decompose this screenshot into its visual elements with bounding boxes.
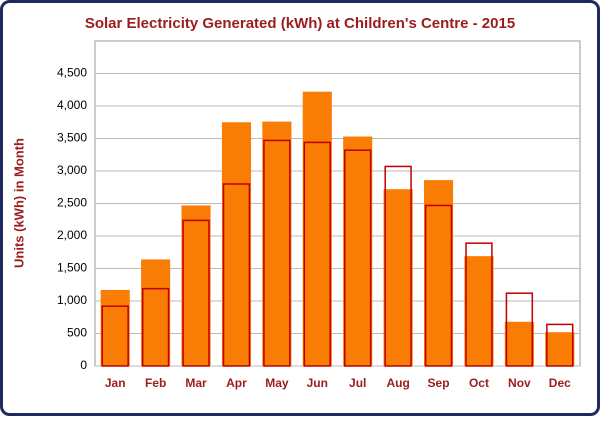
y-tick-label: 3,000 <box>57 163 87 177</box>
x-tick-label: Mar <box>185 376 207 390</box>
y-tick-label: 1,000 <box>57 293 87 307</box>
bar-outline <box>546 323 574 367</box>
y-tick-label: 1,500 <box>57 261 87 275</box>
bar <box>383 189 413 366</box>
bar <box>343 136 373 366</box>
bar-outline <box>344 149 372 367</box>
y-tick-label: 500 <box>67 326 87 340</box>
bar <box>302 91 332 366</box>
bar <box>100 289 130 366</box>
y-tick-label: 4,500 <box>57 66 87 80</box>
bar <box>262 121 292 366</box>
x-tick-label: Jan <box>105 376 126 390</box>
x-tick-label: Aug <box>386 376 409 390</box>
bar-outline <box>505 292 534 367</box>
bar <box>423 180 454 366</box>
y-axis-label: Units (kWh) in Month <box>11 138 26 268</box>
x-tick-label: Jul <box>349 376 366 390</box>
y-tick-label: 4,000 <box>57 98 87 112</box>
bar <box>545 332 575 366</box>
x-tick-label: Jun <box>307 376 328 390</box>
x-tick-label: Oct <box>469 376 489 390</box>
bar-outline <box>384 165 412 367</box>
bar-outline <box>101 305 129 367</box>
bar-outline <box>182 219 210 367</box>
bar-outline <box>303 141 331 367</box>
bar <box>141 259 171 366</box>
x-tick-label: Nov <box>508 376 531 390</box>
y-tick-label: 2,500 <box>57 196 87 210</box>
y-tick-label: 0 <box>80 358 87 372</box>
x-tick-label: Sep <box>428 376 450 390</box>
y-tick-label: 3,500 <box>57 131 87 145</box>
x-tick-label: May <box>265 376 289 390</box>
bar <box>181 205 211 366</box>
bar-outline <box>424 204 453 367</box>
bar <box>221 122 252 366</box>
bar-outline <box>222 183 251 367</box>
x-tick-label: Apr <box>226 376 247 390</box>
chart-title: Solar Electricity Generated (kWh) at Chi… <box>85 15 515 32</box>
bar-outline <box>465 242 493 367</box>
x-tick-label: Dec <box>549 376 571 390</box>
bar <box>504 321 534 366</box>
bar <box>464 256 494 366</box>
bar-outline <box>263 139 291 367</box>
y-tick-label: 2,000 <box>57 228 87 242</box>
bar-outline <box>141 287 170 367</box>
x-tick-label: Feb <box>145 376 166 390</box>
